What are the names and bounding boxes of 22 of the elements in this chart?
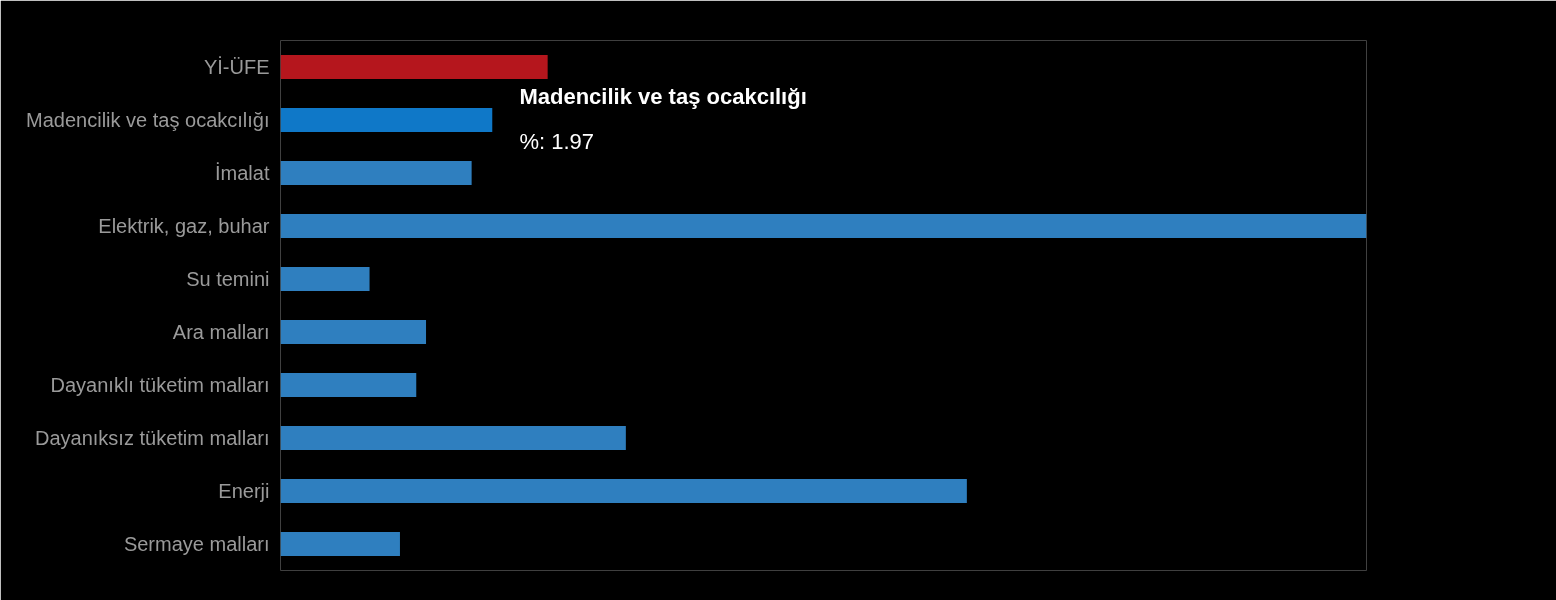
y-tick-label: Dayanıklı tüketim malları [50,374,270,396]
bar [280,320,427,344]
bar [280,161,472,185]
y-tick-label: Su temini [186,268,270,290]
bar [280,426,626,450]
bar [280,267,370,291]
bar [280,532,400,556]
y-tick-label: Ara malları [172,321,270,343]
annotation: %: 1.97 [519,128,595,154]
bar [280,479,967,503]
bar [280,373,417,397]
y-tick-label: Yİ-ÜFE [203,56,270,78]
bar [280,214,1367,238]
bar [280,108,493,132]
y-tick-label: Madencilik ve taş ocakcılığı [26,109,270,131]
y-tick-label: Sermaye malları [123,533,270,555]
annotation: Madencilik ve taş ocakcılığı [519,83,807,109]
y-tick-label: Enerji [218,480,270,502]
y-tick-label: Dayanıksız tüketim malları [34,427,270,449]
y-tick-label: Elektrik, gaz, buhar [98,215,270,237]
bar [280,55,548,79]
y-tick-label: İmalat [215,162,270,184]
